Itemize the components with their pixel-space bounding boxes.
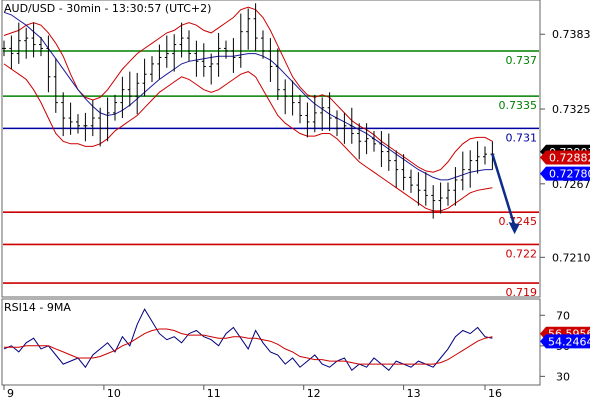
x-tick-label: 11 (207, 387, 221, 400)
price-bars (2, 3, 495, 219)
price-badge-label: 0.72780 (549, 168, 590, 181)
level-label: 0.731 (506, 131, 538, 144)
bollinger-bands (3, 6, 493, 212)
level-label: 0.7245 (499, 215, 538, 228)
level-label: 0.722 (506, 247, 538, 260)
rsi-panel-frame (1, 298, 541, 386)
level-label: 0.719 (506, 286, 538, 299)
forecast-arrow-shaft (491, 153, 516, 227)
x-tick-label: 16 (488, 387, 502, 400)
price-tick-label: 0.7267 (552, 178, 590, 191)
price-tick-label: 0.7383 (552, 28, 590, 41)
price-axis: 0.7383 0.7325 0.7267 0.7210 (540, 28, 590, 264)
rsi-panel-header: RSI14 - 9MA (4, 301, 71, 314)
forecast-arrow (491, 153, 520, 235)
price-panel-header: AUD/USD - 30min - 13:30:57 (UTC+2) (4, 2, 211, 15)
level-label: 0.7335 (499, 99, 538, 112)
forecast-arrow-head (508, 222, 520, 235)
rsi-ma-line (4, 328, 493, 365)
rsi-series (3, 308, 493, 372)
rsi-line (3, 308, 493, 372)
price-badge-label: 0.72882 (549, 151, 590, 164)
x-tick-label: 9 (7, 387, 14, 400)
price-badge (540, 166, 590, 181)
band-lower-line (3, 63, 493, 212)
time-axis-ticks (3, 385, 486, 390)
x-tick-label: 10 (107, 387, 121, 400)
x-tick-label: 12 (307, 387, 321, 400)
price-badge (540, 150, 590, 165)
x-tick-label: 13 (407, 387, 421, 400)
time-axis-labels: 9 10 11 12 13 16 (7, 387, 502, 400)
level-label: 0.737 (506, 54, 538, 67)
ma-line (3, 11, 493, 181)
moving-average-line (3, 11, 493, 181)
rsi-badge-label: 54.2464 (548, 335, 590, 348)
price-tick-label: 0.7210 (552, 251, 590, 264)
rsi-tick-label: 70 (556, 309, 570, 322)
rsi-badge (540, 334, 590, 349)
band-upper-line (3, 6, 493, 173)
rsi-tick-label: 30 (556, 370, 570, 383)
price-panel-frame (1, 0, 541, 298)
price-tick-label: 0.7325 (552, 103, 590, 116)
support-resistance-levels: 0.737 0.7335 0.731 0.7245 0.722 0.719 (3, 50, 539, 299)
